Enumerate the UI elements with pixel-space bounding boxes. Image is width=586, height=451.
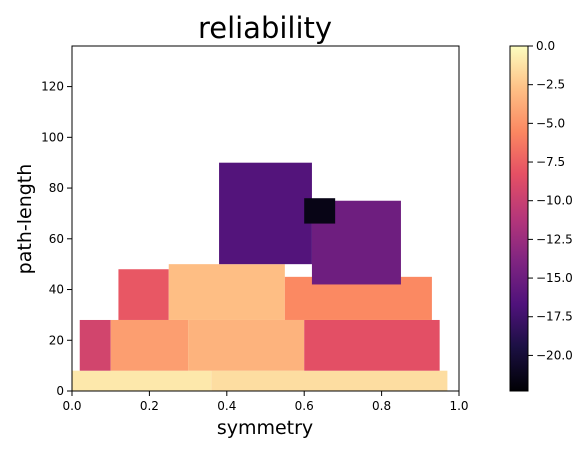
heatmap-cell [219,162,312,265]
colorbar-tick-label: −5.0 [536,116,565,130]
heatmap-cell [304,319,440,371]
y-tick-label: 20 [49,333,64,347]
colorbar-tick-label: −12.5 [536,232,573,246]
chart-title: reliability [198,11,332,45]
y-tick-label: 120 [41,80,64,94]
x-tick-label: 0.4 [217,399,236,413]
y-tick-label: 100 [41,130,64,144]
x-axis-label: symmetry [217,417,313,439]
x-tick-label: 0.0 [62,399,81,413]
heatmap-cell [188,319,305,371]
colorbar-tick-label: −7.5 [536,155,565,169]
heatmap-cell [168,264,285,320]
colorbar-tick-label: −15.0 [536,271,573,285]
colorbar-tick-label: −2.5 [536,78,565,92]
heatmap-cell [211,370,448,391]
x-tick-label: 0.2 [140,399,159,413]
y-axis-label: path-length [14,164,36,275]
colorbar-tick-label: −10.0 [536,194,573,208]
heatmap-cell [304,198,336,224]
colorbar-tick-label: 0.0 [536,39,555,53]
y-axis-ticks: 0 20 40 60 80 100 120 [41,80,72,398]
colorbar-tick-label: −17.5 [536,310,573,324]
y-tick-label: 40 [49,283,64,297]
y-tick-label: 60 [49,232,64,246]
x-tick-label: 0.8 [372,399,391,413]
colorbar [509,45,529,392]
x-axis-ticks: 0.0 0.2 0.4 0.6 0.8 1.0 [62,391,469,413]
colorbar-ticks: 0.0 −2.5 −5.0 −7.5 −10.0 −12.5 −15.0 −17.5 −20.0 [528,39,573,362]
x-tick-label: 1.0 [449,399,468,413]
heatmap-cell [118,269,169,320]
heatmap-cell [79,319,111,371]
x-tick-label: 0.6 [295,399,314,413]
colorbar-tick-label: −20.0 [536,348,573,362]
y-tick-label: 80 [49,181,64,195]
y-tick-label: 0 [56,384,64,398]
heatmap-cell [72,370,212,391]
heatmap-cell [110,319,189,371]
heatmap-cells [72,162,448,391]
plot-frame [71,45,460,392]
